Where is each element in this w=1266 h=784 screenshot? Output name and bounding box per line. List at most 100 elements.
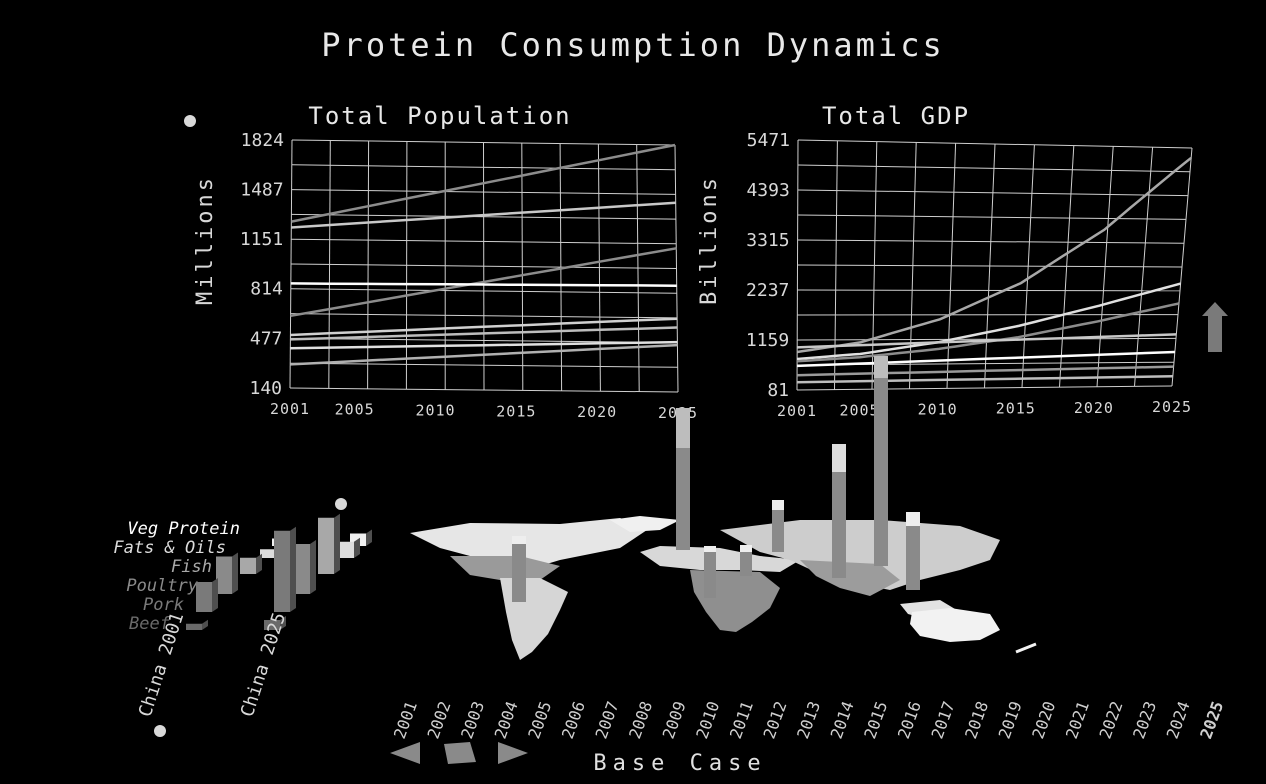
regional-bar-top (740, 545, 752, 552)
south-america-landmass (500, 578, 568, 660)
timeline-year[interactable]: 2001 (390, 699, 421, 742)
stop-icon[interactable] (444, 742, 476, 764)
series-line-4[interactable] (291, 283, 677, 285)
regional-bar[interactable] (512, 540, 526, 602)
china-protein-bar-side (310, 540, 316, 594)
timeline-year[interactable]: 2005 (524, 699, 555, 742)
china-protein-bar[interactable] (338, 542, 354, 558)
timeline-year[interactable]: 2016 (894, 699, 925, 742)
y-tick-label: 477 (250, 328, 283, 349)
regional-bar-top (832, 444, 846, 472)
china-protein-bar[interactable] (318, 518, 334, 574)
china-protein-bar[interactable] (186, 624, 202, 630)
timeline-year[interactable]: 2006 (558, 699, 589, 742)
y-tick-label: 1487 (240, 180, 283, 201)
regional-bar[interactable] (874, 376, 888, 566)
timeline-year[interactable]: 2019 (995, 699, 1026, 742)
timeline-year[interactable]: 2011 (726, 699, 757, 742)
china-protein-bar[interactable] (260, 549, 276, 558)
timeline-year[interactable]: 2013 (793, 699, 824, 742)
regional-bar-mid (676, 408, 690, 448)
sphere-marker-top[interactable] (184, 115, 196, 127)
china-protein-bar-side (366, 530, 372, 547)
y-tick-label: 4393 (746, 180, 789, 201)
x-tick-label: 2001 (270, 400, 310, 418)
y-tick-label: 1824 (241, 130, 284, 151)
china-protein-bar[interactable] (216, 557, 232, 595)
timeline-year[interactable]: 2008 (625, 699, 656, 742)
new-zealand-landmass (1016, 644, 1036, 652)
timeline-year[interactable]: 2007 (592, 699, 623, 742)
timeline-year[interactable]: 2023 (1129, 699, 1160, 742)
x-tick-label: 2015 (496, 402, 536, 420)
scenario-label[interactable]: Base Case (593, 751, 766, 776)
x-tick-label: 2020 (1074, 399, 1114, 417)
timeline-year[interactable]: 2014 (827, 699, 858, 742)
timeline-year[interactable]: 2022 (1096, 699, 1127, 742)
china-protein-bar[interactable] (240, 558, 256, 574)
timeline-year[interactable]: 2009 (659, 699, 690, 742)
play-icon[interactable] (498, 742, 528, 764)
protein-category-label: Pork (143, 595, 184, 615)
china-protein-bar[interactable] (196, 582, 212, 612)
timeline-year[interactable]: 2004 (491, 699, 522, 742)
x-tick-label: 2020 (577, 403, 617, 421)
china-protein-bar-side (290, 527, 296, 612)
sphere-marker-bottom[interactable] (154, 725, 166, 737)
gdp-chart: Total GDP Billions 811159223733154393547… (697, 102, 1192, 420)
china-protein-bar[interactable] (274, 531, 290, 612)
timeline-year[interactable]: 2018 (961, 699, 992, 742)
x-tick-label: 2005 (335, 401, 375, 419)
regional-bar[interactable] (676, 445, 690, 550)
timeline-year[interactable]: 2020 (1028, 699, 1059, 742)
china-protein-bar-side (256, 554, 262, 574)
rewind-icon[interactable] (390, 742, 420, 764)
china-protein-bar-side (212, 578, 218, 612)
x-tick-label: 2001 (777, 402, 817, 420)
y-tick-label: 140 (249, 378, 282, 399)
regional-bar[interactable] (832, 470, 846, 578)
regional-bar-top (704, 546, 716, 552)
y-tick-label: 1159 (746, 330, 789, 351)
regional-bar[interactable] (704, 550, 716, 598)
regional-bar[interactable] (740, 550, 752, 576)
timeline-year[interactable]: 2003 (457, 699, 488, 742)
regional-bar[interactable] (906, 524, 920, 590)
timeline-year[interactable]: 2024 (1163, 699, 1194, 742)
sphere-marker-middle[interactable] (335, 498, 347, 510)
china-protein-bar[interactable] (294, 544, 310, 594)
gdp-chart-title: Total GDP (822, 102, 970, 130)
timeline-year[interactable]: 2015 (860, 699, 891, 742)
timeline-year[interactable]: 2017 (928, 699, 959, 742)
protein-category-label: Veg Protein (127, 519, 240, 539)
y-tick-label: 1151 (240, 229, 283, 250)
series-line-1[interactable] (797, 158, 1191, 352)
africa-landmass (690, 570, 780, 632)
timeline-year[interactable]: 2010 (692, 699, 723, 742)
population-y-label: Millions (193, 175, 218, 305)
timeline-year[interactable]: 2021 (1062, 699, 1093, 742)
population-chart: Total Population Millions 14047781411511… (193, 102, 698, 422)
china-protein-bar-side (334, 514, 340, 574)
y-tick-label: 2237 (746, 280, 789, 301)
timeline-year[interactable]: 2002 (424, 699, 455, 742)
regional-bar-top (512, 536, 526, 544)
y-tick-label: 81 (767, 380, 789, 401)
x-tick-label: 2015 (996, 400, 1036, 418)
timeline-year[interactable]: 2025 (1196, 699, 1227, 742)
population-y-ticks: 140 477 814 1151 1487 1824 (240, 130, 284, 399)
y-tick-label: 814 (250, 279, 283, 300)
timeline-year[interactable]: 2012 (760, 699, 791, 742)
china-protein-bar-side (232, 553, 238, 595)
gdp-y-label: Billions (697, 175, 722, 305)
up-arrow-icon[interactable] (1202, 302, 1228, 352)
grid-line (797, 290, 1180, 291)
regional-bar-top (874, 356, 888, 378)
world-map (410, 516, 1036, 660)
